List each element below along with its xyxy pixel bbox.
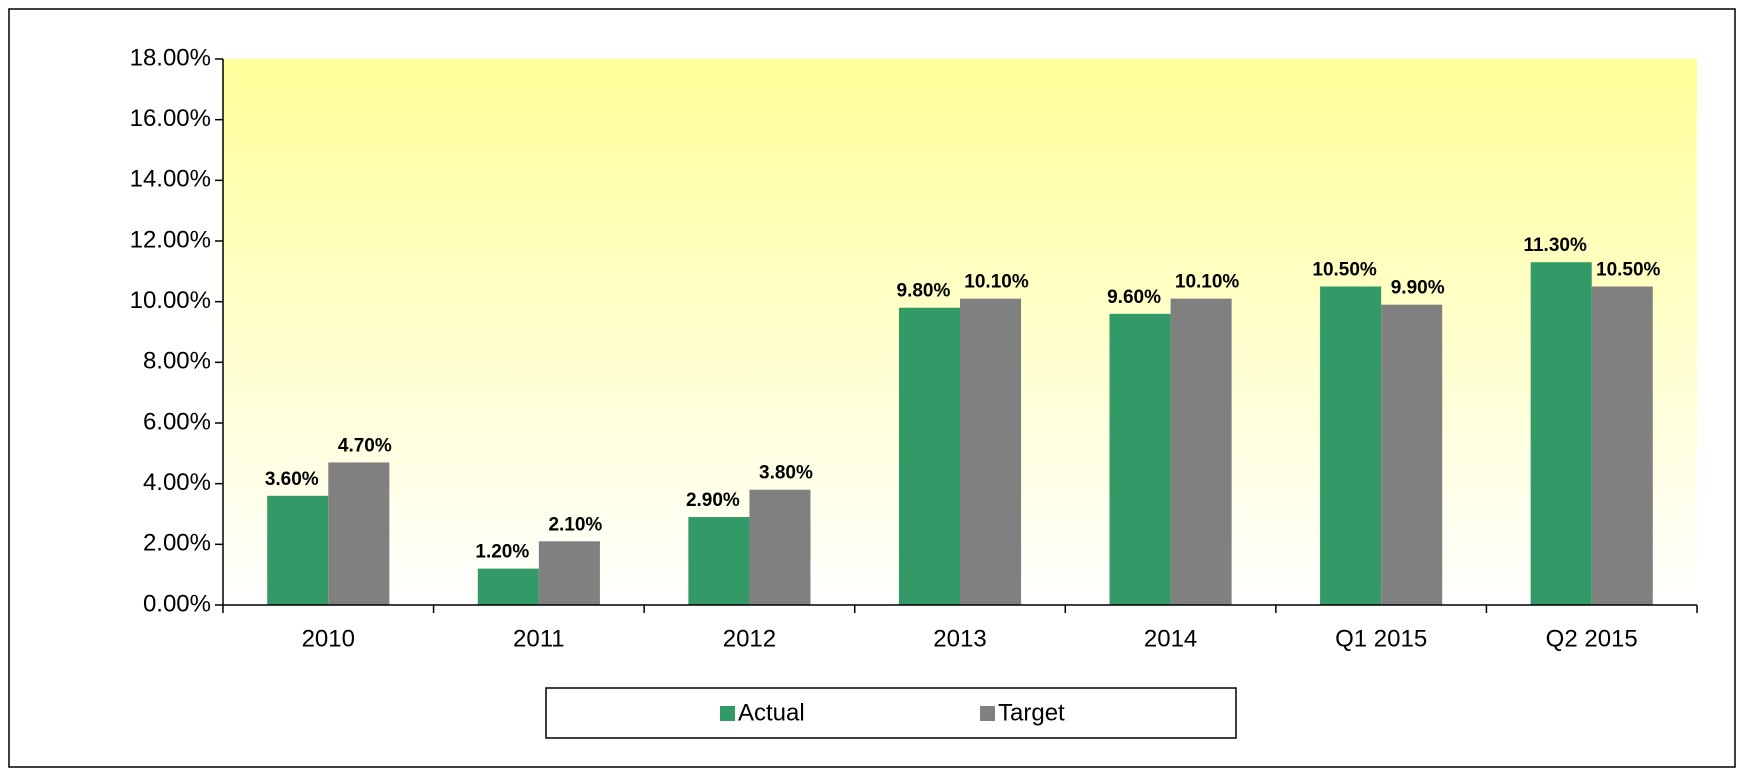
x-tick-label: Q1 2015 [1335,625,1427,652]
bar [1591,286,1653,605]
bar [538,541,600,605]
y-tick-label: 8.00% [143,348,211,375]
y-tick-label: 14.00% [130,166,211,193]
value-label: 9.80% [897,281,951,302]
bar [477,568,539,605]
y-tick-label: 0.00% [143,590,211,617]
value-label: 3.60% [265,469,319,490]
y-tick-label: 16.00% [130,105,211,132]
value-label: 3.80% [759,463,813,484]
value-label: 10.10% [964,272,1029,293]
value-label: 10.50% [1596,260,1661,281]
y-tick-label: 18.00% [130,44,211,71]
y-tick-label: 6.00% [143,408,211,435]
bar [960,298,1022,605]
value-label: 9.90% [1391,278,1445,299]
bar [1530,262,1592,605]
value-label: 10.10% [1175,272,1240,293]
bar [267,495,329,605]
value-label: 2.90% [686,490,740,511]
value-label: 9.60% [1107,287,1161,308]
x-tick-label: 2014 [1144,625,1197,652]
value-label: 11.30% [1523,235,1586,256]
y-tick-label: 12.00% [130,226,211,253]
bar [1381,304,1443,605]
x-tick-label: 2010 [302,625,355,652]
bar [1170,298,1232,605]
value-label: 2.10% [548,514,602,535]
legend-swatch [720,706,735,721]
bar [1109,313,1171,605]
legend-box [545,687,1237,739]
value-label: 4.70% [338,435,392,456]
legend-label: Actual [738,699,805,726]
bar [688,517,750,605]
x-tick-label: Q2 2015 [1546,625,1638,652]
y-tick-label: 10.00% [130,287,211,314]
legend-swatch [980,706,995,721]
value-label: 1.20% [475,542,529,563]
bar [898,307,960,605]
bar [328,462,390,605]
x-tick-label: 2012 [723,625,776,652]
x-tick-label: 2011 [513,625,565,652]
y-tick-label: 2.00% [143,530,211,557]
bar [749,489,811,605]
bar [1320,286,1382,605]
y-tick-label: 4.00% [143,469,211,496]
legend-label: Target [998,699,1065,726]
value-label: 10.50% [1312,260,1377,281]
x-tick-label: 2013 [933,625,986,652]
